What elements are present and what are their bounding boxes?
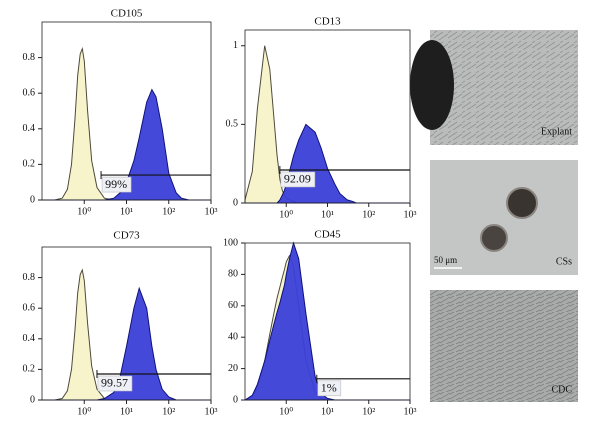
y-tick-label: 0.8 [23, 272, 36, 283]
panel-title: CD73 [113, 230, 140, 242]
y-tick-label: 0 [30, 394, 35, 405]
y-tick-label: 1 [233, 40, 238, 51]
gate-label: 99.57 [101, 376, 128, 390]
micrograph-explant: Explant [410, 30, 578, 145]
gate-label: 99% [105, 177, 127, 191]
y-tick-label: 0 [233, 394, 238, 405]
x-tick-label: 10¹ [120, 406, 133, 417]
x-tick-label: 10³ [404, 209, 417, 220]
y-tick-label: 0.6 [23, 302, 36, 313]
x-tick-label: 10² [362, 209, 375, 220]
panel-title: CD105 [111, 8, 143, 20]
gate-label-box [280, 171, 316, 188]
y-tick-label: 0.4 [23, 123, 36, 134]
x-tick-label: 10² [362, 406, 375, 417]
y-tick-label: 0.2 [23, 364, 36, 375]
y-tick-label: 100 [223, 237, 238, 248]
x-tick-label: 10³ [205, 406, 218, 417]
y-tick-label: 0.8 [23, 52, 36, 63]
x-tick-label: 10¹ [321, 209, 334, 220]
x-tick-label: 10³ [404, 406, 417, 417]
plot-frame [41, 21, 212, 201]
x-tick-label: 10⁰ [279, 209, 293, 220]
y-tick-label: 60 [228, 300, 238, 311]
histogram-panel: CD73 0 0.2 0.4 0.6 0.8 10⁰ 10¹ 10² 10³ 99.57 [23, 230, 218, 418]
y-tick-label: 0 [233, 197, 238, 208]
x-tick-label: 10¹ [321, 406, 334, 417]
x-tick-label: 10¹ [120, 206, 133, 217]
y-tick-label: 0.5 [226, 119, 239, 130]
panel-title: CD13 [314, 16, 341, 28]
x-tick-label: 10⁰ [77, 406, 91, 417]
image-label: CSs [556, 256, 572, 267]
image-label: Explant [541, 126, 572, 137]
gate-label-box [317, 380, 342, 397]
gate-label: 1% [321, 381, 337, 395]
panel-title: CD45 [314, 229, 341, 241]
image-label: CDC [551, 384, 572, 395]
micrograph-spheres: 50 μm CSs [430, 160, 578, 275]
gate-label-box [101, 176, 132, 193]
gate-label-box [97, 375, 133, 392]
x-tick-label: 10² [162, 206, 175, 217]
x-tick-label: 10³ [205, 206, 218, 217]
y-tick-label: 0.2 [23, 159, 36, 170]
y-tick-label: 40 [228, 331, 238, 342]
micrograph-cdc: CDC [430, 290, 578, 402]
y-tick-label: 0 [30, 194, 35, 205]
x-tick-label: 10² [162, 406, 175, 417]
scale-bar-label: 50 μm [434, 255, 457, 265]
y-tick-label: 0.6 [23, 87, 36, 98]
x-tick-label: 10⁰ [77, 206, 91, 217]
x-tick-label: 10⁰ [279, 406, 293, 417]
y-tick-label: 20 [228, 363, 238, 374]
histogram-panel: CD13 0 0.5 1 10⁰ 10¹ 10² 10³ 92.09 [226, 16, 417, 221]
gate-label: 92.09 [284, 172, 311, 186]
y-tick-label: 0.4 [23, 333, 36, 344]
histogram-panel: CD105 0 0.2 0.4 0.6 0.8 10⁰ 10¹ 10² 10³ 99% [23, 8, 218, 218]
y-tick-label: 80 [228, 269, 238, 280]
histogram-panel: CD45 0 20 40 60 80 100 10⁰ 10¹ 10² 10³ 1% [223, 229, 417, 418]
histogram-area [243, 241, 410, 401]
